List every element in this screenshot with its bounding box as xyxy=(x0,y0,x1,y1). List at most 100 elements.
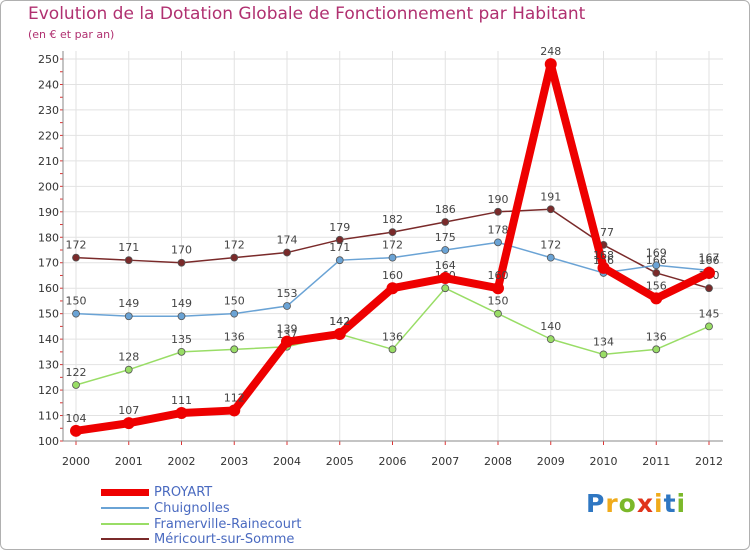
data-point-proyart xyxy=(70,424,82,437)
legend-item-framerville: Framerville-Rainecourt xyxy=(101,516,302,532)
data-label-framerville-rainecourt: 135 xyxy=(171,333,192,346)
y-tick-label: 140 xyxy=(38,333,59,346)
x-tick-label: 2012 xyxy=(695,455,723,468)
x-tick-label: 2001 xyxy=(115,455,143,468)
legend-swatch-chuignolles xyxy=(101,507,149,509)
legend-item-proyart: PROYART xyxy=(101,485,212,500)
y-tick-label: 230 xyxy=(38,104,59,117)
y-tick-label: 130 xyxy=(38,359,59,372)
data-point-m-ricourt-sur-somme xyxy=(72,253,80,262)
data-point-proyart xyxy=(703,266,715,279)
data-point-chuignolles xyxy=(283,302,291,310)
data-label-m-ricourt-sur-somme: 170 xyxy=(171,244,192,257)
data-point-proyart xyxy=(650,292,663,305)
data-label-proyart: 142 xyxy=(329,315,350,328)
data-label-proyart: 111 xyxy=(171,394,192,407)
data-point-m-ricourt-sur-somme xyxy=(388,228,397,237)
data-point-m-ricourt-sur-somme xyxy=(283,248,291,257)
legend-item-chuignolles: Chuignolles xyxy=(101,501,230,516)
data-label-proyart: 166 xyxy=(699,254,720,267)
data-label-chuignolles: 149 xyxy=(118,297,139,310)
x-tick-label: 2007 xyxy=(431,455,459,468)
data-point-chuignolles xyxy=(124,312,133,321)
legend-swatch-proyart xyxy=(101,488,149,496)
data-label-framerville-rainecourt: 122 xyxy=(66,366,87,379)
data-point-framerville-rainecourt xyxy=(177,347,186,356)
data-label-m-ricourt-sur-somme: 174 xyxy=(277,234,298,247)
data-point-framerville-rainecourt xyxy=(705,322,713,331)
data-label-m-ricourt-sur-somme: 191 xyxy=(540,190,561,203)
x-tick-label: 2009 xyxy=(537,455,565,468)
data-point-m-ricourt-sur-somme xyxy=(546,205,555,214)
data-label-proyart: 160 xyxy=(382,269,403,282)
data-point-proyart xyxy=(439,272,452,285)
data-point-proyart xyxy=(281,335,293,348)
data-point-chuignolles xyxy=(72,309,80,318)
data-label-proyart: 164 xyxy=(435,259,456,272)
y-tick-label: 120 xyxy=(38,384,59,397)
data-point-proyart xyxy=(492,282,504,295)
data-label-chuignolles: 171 xyxy=(329,241,350,254)
data-label-proyart: 139 xyxy=(277,323,298,336)
data-point-m-ricourt-sur-somme xyxy=(177,258,186,267)
data-label-chuignolles: 150 xyxy=(66,295,87,308)
x-tick-label: 2004 xyxy=(273,455,301,468)
data-point-chuignolles xyxy=(441,246,450,254)
data-label-m-ricourt-sur-somme: 179 xyxy=(329,221,350,234)
data-point-chuignolles xyxy=(652,261,661,270)
data-label-framerville-rainecourt: 128 xyxy=(118,351,139,364)
data-point-framerville-rainecourt xyxy=(652,345,661,354)
data-label-framerville-rainecourt: 136 xyxy=(224,330,245,343)
data-point-framerville-rainecourt xyxy=(124,365,133,374)
x-tick-label: 2006 xyxy=(379,455,407,468)
logo-letter: o xyxy=(618,489,637,518)
data-point-framerville-rainecourt xyxy=(599,350,608,359)
data-point-chuignolles xyxy=(494,238,502,247)
data-point-chuignolles xyxy=(177,312,186,321)
data-label-chuignolles: 172 xyxy=(382,239,403,252)
y-tick-label: 150 xyxy=(38,308,59,321)
logo-letter: x xyxy=(636,489,654,518)
data-label-chuignolles: 169 xyxy=(646,246,667,259)
x-tick-label: 2002 xyxy=(168,455,196,468)
data-label-m-ricourt-sur-somme: 172 xyxy=(224,239,245,252)
y-tick-label: 180 xyxy=(38,231,59,244)
data-label-proyart: 168 xyxy=(593,249,614,262)
data-point-chuignolles xyxy=(546,253,555,262)
logo-letter: i xyxy=(654,489,664,518)
data-point-chuignolles xyxy=(230,309,239,318)
y-tick-label: 170 xyxy=(38,257,59,270)
logo-letter: P xyxy=(586,489,606,518)
data-label-proyart: 104 xyxy=(66,412,87,425)
data-point-chuignolles xyxy=(335,256,344,265)
data-label-proyart: 160 xyxy=(488,269,509,282)
data-label-m-ricourt-sur-somme: 182 xyxy=(382,213,403,226)
data-point-m-ricourt-sur-somme xyxy=(494,207,502,216)
y-tick-label: 200 xyxy=(38,180,59,193)
data-label-chuignolles: 149 xyxy=(171,297,192,310)
data-label-m-ricourt-sur-somme: 166 xyxy=(646,254,667,267)
x-tick-label: 2008 xyxy=(484,455,512,468)
x-tick-label: 2000 xyxy=(62,455,90,468)
legend-label-mericourt: Méricourt-sur-Somme xyxy=(154,531,295,547)
data-point-proyart xyxy=(597,261,610,274)
x-tick-label: 2003 xyxy=(220,455,248,468)
data-label-framerville-rainecourt: 134 xyxy=(593,335,614,348)
data-label-chuignolles: 153 xyxy=(277,287,298,300)
chart-subtitle: (en € et par an) xyxy=(28,28,115,41)
data-point-m-ricourt-sur-somme xyxy=(441,218,450,226)
data-point-m-ricourt-sur-somme xyxy=(124,256,133,265)
y-tick-label: 240 xyxy=(38,78,59,91)
data-point-proyart xyxy=(122,417,135,430)
data-point-proyart xyxy=(175,406,188,419)
data-label-chuignolles: 167 xyxy=(699,251,720,264)
logo-letter: r xyxy=(605,489,619,518)
legend-label-framerville: Framerville-Rainecourt xyxy=(154,516,302,532)
data-point-proyart xyxy=(333,328,346,341)
legend-item-mericourt: Méricourt-sur-Somme xyxy=(101,531,295,547)
legend-swatch-framerville xyxy=(101,523,149,525)
data-point-m-ricourt-sur-somme xyxy=(230,253,239,262)
data-label-m-ricourt-sur-somme: 172 xyxy=(66,239,87,252)
data-point-m-ricourt-sur-somme xyxy=(335,235,344,244)
